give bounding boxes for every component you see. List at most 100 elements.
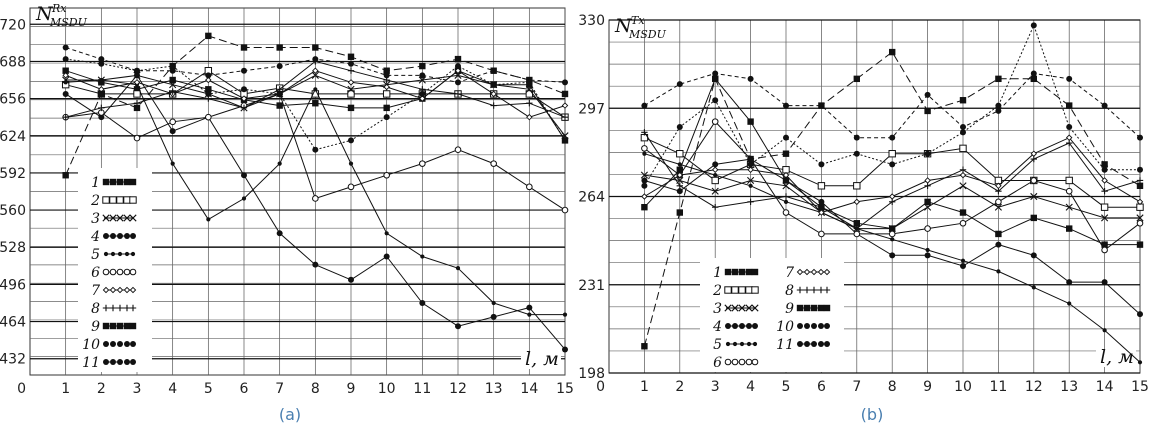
legend-label: 11 [776, 337, 794, 353]
series-8-point [747, 198, 754, 206]
series-5-point [63, 80, 68, 85]
legend-marker-4 [752, 323, 758, 329]
y-tick-label: 297 [578, 101, 605, 117]
y-tick-label: 231 [578, 278, 605, 294]
series-5-point [384, 231, 389, 236]
x-tick-label: 13 [1060, 379, 1078, 395]
series-5-point [527, 312, 532, 317]
legend-marker-8 [817, 286, 825, 294]
legend-marker-6 [109, 268, 117, 276]
series-10-point [641, 102, 648, 109]
series-6-point [641, 145, 648, 152]
series-9-point [1101, 161, 1108, 168]
series-1-point [1136, 241, 1144, 248]
legend-marker-3 [738, 304, 746, 312]
legend-marker-6 [745, 358, 753, 366]
legend-marker-9 [129, 322, 137, 330]
series-7-point [711, 166, 719, 173]
series-5-point [1137, 360, 1143, 365]
legend-marker-6 [116, 268, 124, 276]
series-5-point [783, 199, 789, 204]
legend-marker-8 [810, 286, 818, 294]
legend-label: 4 [90, 229, 100, 245]
legend-marker-8 [129, 304, 137, 312]
series-8-point [169, 88, 176, 95]
legend-label: 3 [713, 301, 722, 317]
legend-marker-2 [751, 286, 759, 294]
series-4-point [960, 263, 966, 270]
x-tick-label: 1 [640, 379, 649, 395]
series-11-point [889, 161, 896, 168]
legend-label: 4 [712, 319, 722, 335]
x-tick-label: 2 [97, 381, 106, 397]
legend-marker-10 [103, 341, 109, 347]
legend-marker-1 [129, 178, 137, 186]
series-8-point [1030, 155, 1037, 163]
series-2-point [853, 182, 861, 190]
origin-label: 0 [596, 379, 605, 395]
legend-marker-10 [110, 341, 116, 347]
origin-label: 0 [17, 381, 26, 397]
series-10-point [676, 81, 683, 88]
series-7-point [676, 171, 684, 179]
legend-marker-1 [738, 268, 746, 276]
series-2-point [133, 90, 141, 98]
series-5-point [241, 196, 247, 201]
legend-marker-7 [796, 268, 804, 276]
series-1-point [133, 86, 141, 93]
series-7-point [383, 83, 390, 91]
legend-marker-11 [124, 359, 130, 365]
series-11-point [747, 161, 754, 168]
legend-marker-5 [725, 341, 731, 347]
series-4-point [1030, 252, 1037, 259]
series-4-point [241, 172, 247, 179]
legend-marker-7 [817, 268, 825, 276]
series-8-point [1066, 139, 1073, 147]
series-4-point [924, 252, 931, 259]
series-9-point [133, 104, 141, 112]
series-5-point [170, 161, 175, 166]
series-2-point [959, 144, 967, 153]
series-4-point [818, 198, 825, 205]
series-9-point [383, 67, 390, 74]
series-4-point [455, 323, 461, 330]
series-5-point [748, 183, 753, 188]
legend-marker-6 [731, 358, 739, 366]
series-6-point [888, 230, 896, 238]
series-11-point [1066, 123, 1073, 130]
series-10-point [783, 102, 789, 109]
series-3-point [525, 85, 533, 93]
legend-marker-7 [803, 268, 811, 276]
x-tick-label: 12 [449, 381, 467, 397]
legend-marker-2 [738, 286, 746, 294]
series-6-point [454, 146, 462, 153]
series-5-point [1067, 301, 1072, 306]
series-6-point [995, 198, 1002, 206]
legend-marker-7 [102, 286, 110, 294]
legend-marker-8 [796, 286, 804, 294]
series-7-point [818, 209, 825, 216]
legend-marker-5 [130, 251, 136, 257]
x-tick-label: 3 [133, 381, 142, 397]
legend-marker-2 [109, 196, 117, 204]
series-10-point [383, 72, 390, 79]
legend-label: 5 [713, 337, 722, 353]
series-8-point [240, 104, 248, 112]
y-axis-title-superscript: Rx [51, 2, 67, 15]
series-4-point [62, 90, 69, 97]
series-8-point [853, 225, 860, 232]
series-6-point [782, 209, 790, 216]
legend-marker-3 [745, 304, 753, 312]
series-4-point [348, 276, 354, 283]
series-10-point [312, 56, 319, 63]
legend-label: 10 [82, 337, 100, 353]
legend-marker-11 [804, 341, 810, 347]
series-6-point [924, 225, 931, 232]
x-tick-label: 8 [888, 379, 897, 395]
series-6-point [1065, 187, 1073, 195]
series-7-point [561, 102, 569, 109]
legend-marker-4 [130, 233, 136, 239]
series-8-point [959, 166, 967, 173]
x-tick-label: 5 [204, 381, 213, 397]
legend-marker-9 [102, 322, 110, 330]
